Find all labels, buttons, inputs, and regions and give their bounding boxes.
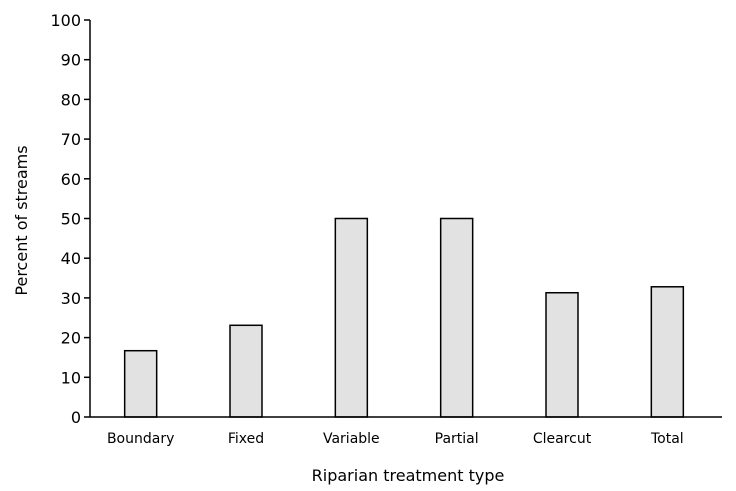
- x-tick-label: Total: [650, 431, 684, 447]
- x-tick-label: Partial: [435, 431, 479, 447]
- y-tick-label: 40: [61, 249, 81, 268]
- bar-total: [650, 286, 685, 418]
- y-tick-label: 10: [61, 368, 81, 387]
- y-tick-label: 60: [61, 170, 81, 189]
- y-tick-label: 30: [61, 289, 81, 308]
- y-tick-label: 80: [61, 90, 81, 109]
- x-axis-tick-labels: Boundary Fixed Variable Partial Clearcut Tota…: [107, 431, 684, 447]
- x-tick-label: Fixed: [228, 431, 264, 447]
- x-axis-title: Riparian treatment type: [312, 466, 505, 485]
- x-tick-label: Clearcut: [533, 431, 592, 447]
- y-tick-label: 100: [50, 11, 81, 30]
- bar-fixed: [229, 324, 263, 418]
- bar-clearcut: [545, 291, 579, 418]
- x-tick-label: Variable: [323, 431, 380, 447]
- y-axis-ticks: 0 10 20 30 40 50 60 70 80 90 100: [50, 11, 90, 427]
- y-axis-title: Percent of streams: [12, 145, 31, 295]
- y-tick-label: 70: [61, 130, 81, 149]
- bar-variable: [334, 217, 369, 418]
- y-tick-label: 0: [71, 408, 81, 427]
- y-tick-label: 50: [61, 210, 81, 229]
- y-tick-label: 90: [61, 51, 81, 70]
- bars: [123, 217, 685, 418]
- bar-partial: [439, 217, 474, 418]
- x-tick-label: Boundary: [107, 431, 174, 447]
- bar-boundary: [123, 349, 158, 418]
- y-tick-label: 20: [61, 329, 81, 348]
